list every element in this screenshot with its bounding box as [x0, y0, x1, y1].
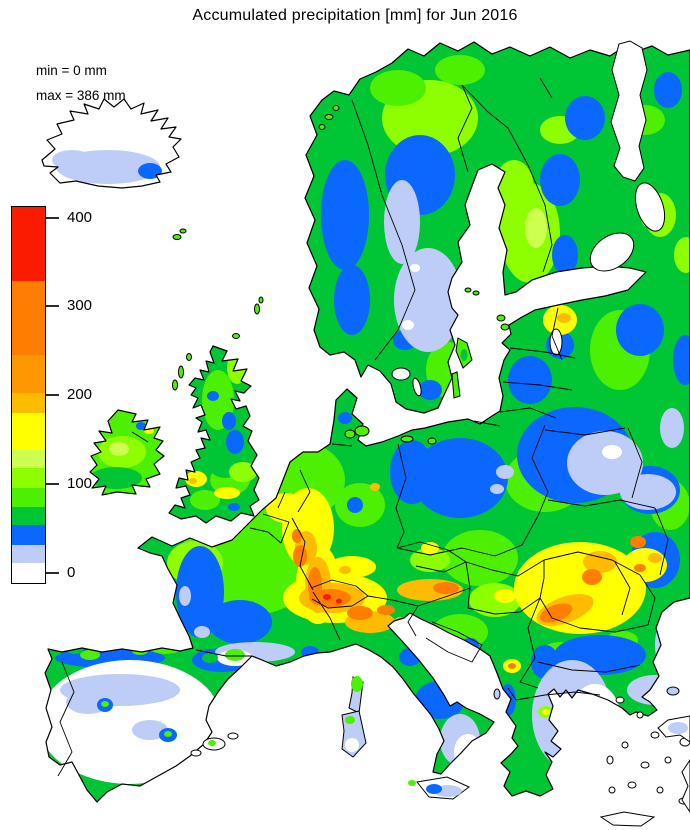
lake-ladoga	[589, 232, 635, 272]
baltic-and-atlantic-islands	[172, 105, 510, 445]
colorbar-tick-label: 100	[67, 474, 93, 492]
min-annotation: min = 0 mm	[36, 63, 107, 78]
crete	[599, 811, 656, 827]
corfu	[493, 688, 501, 700]
colorbar-band-red	[12, 207, 45, 281]
inner-seas-and-lakes	[391, 40, 666, 397]
colorbar-band-gold	[12, 393, 45, 413]
colorbar-band-orange	[12, 281, 45, 355]
colorbar-tick-mark	[46, 305, 59, 308]
colorbar-band-dgreen	[12, 507, 45, 525]
landmass-ireland	[89, 409, 165, 496]
colorbar-tick-label: 0	[67, 563, 76, 581]
landmass-iceland	[41, 98, 182, 189]
lake-onega	[634, 182, 666, 232]
bornholm	[427, 437, 437, 445]
landmass-great-britain	[168, 345, 260, 524]
colorbar-band-yellow	[12, 413, 45, 450]
colorbar-tick-label: 200	[67, 385, 93, 403]
colorbar-tick-label: 300	[67, 297, 93, 315]
menorca	[227, 732, 239, 740]
lake-vanern	[391, 367, 411, 381]
shetland	[254, 303, 260, 315]
colorbar-band-blue	[12, 525, 45, 545]
colorbar-tick-label: 400	[67, 208, 93, 226]
colorbar	[11, 206, 46, 584]
colorbar-band-green	[12, 488, 45, 507]
mediterranean-islands	[190, 676, 656, 827]
colorbar-band-paleyg	[12, 450, 45, 468]
hebrides	[178, 365, 184, 379]
aegean-islands	[493, 686, 690, 813]
faroe-islands	[172, 234, 182, 240]
colorbar-band-white	[12, 563, 45, 582]
colorbar-band-lorange	[12, 355, 45, 393]
colorbar-band-chartreuse	[12, 468, 45, 488]
map-title: Accumulated precipitation [mm] for Jun 2…	[192, 7, 518, 24]
orkney	[232, 333, 240, 339]
colorbar-ticks: 400 300 200 100 0	[46, 208, 116, 583]
colorbar-tick-mark	[46, 482, 59, 485]
lesbos	[666, 686, 680, 696]
lofoten	[324, 114, 334, 120]
oland	[451, 371, 461, 399]
ibiza	[190, 749, 202, 757]
zealand	[354, 425, 370, 437]
white-sea	[610, 40, 648, 182]
funen	[344, 429, 356, 439]
lake-vattern	[412, 377, 422, 397]
colorbar-tick-mark	[46, 571, 59, 574]
colorbar-tick-mark	[46, 216, 59, 219]
country-borders	[57, 77, 669, 777]
colorbar-tick-mark	[46, 394, 59, 396]
lake-peipus	[549, 328, 563, 356]
colorbar-band-lavender	[12, 545, 45, 563]
ruegen	[400, 435, 414, 443]
